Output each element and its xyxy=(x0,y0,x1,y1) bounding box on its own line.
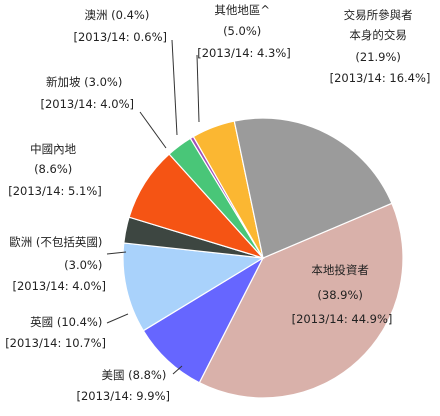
label-local-investors: 本地投資者 (38.9%) [2013/14: 44.9%] xyxy=(292,263,393,326)
label-mainland-china: 中國內地 (8.6%) [2013/14: 5.1%] xyxy=(8,142,102,198)
leader-line-uk xyxy=(106,313,129,324)
pie-slices xyxy=(122,117,404,399)
leader-line-singapore xyxy=(139,111,167,149)
pie-slice-2 xyxy=(122,242,265,332)
label-others: 其他地區^ (5.0%) [2013/14: 4.3%] xyxy=(197,3,291,60)
label-singapore: 新加坡 (3.0%) [2013/14: 4.0%] xyxy=(41,75,135,111)
pie-slice-8 xyxy=(233,117,393,259)
leader-line-us xyxy=(172,365,183,375)
label-europe: 歐洲 (不包括英國) (3.0%) [2013/14: 4.0%] xyxy=(9,235,106,293)
leader-line-others xyxy=(196,54,200,123)
leader-line-europe xyxy=(106,251,127,255)
label-australia: 澳洲 (0.4%) [2013/14: 0.6%] xyxy=(74,8,168,44)
label-uk: 英國 (10.4%) [2013/14: 10.7%] xyxy=(5,315,106,350)
leader-line-australia xyxy=(171,39,178,136)
label-us: 美國 (8.8%) [2013/14: 9.9%] xyxy=(77,368,171,403)
label-exchange-participants: 交易所參與者 本身的交易 (21.9%) [2013/14: 16.4%] xyxy=(330,8,431,85)
pie-slice-0 xyxy=(198,202,404,399)
